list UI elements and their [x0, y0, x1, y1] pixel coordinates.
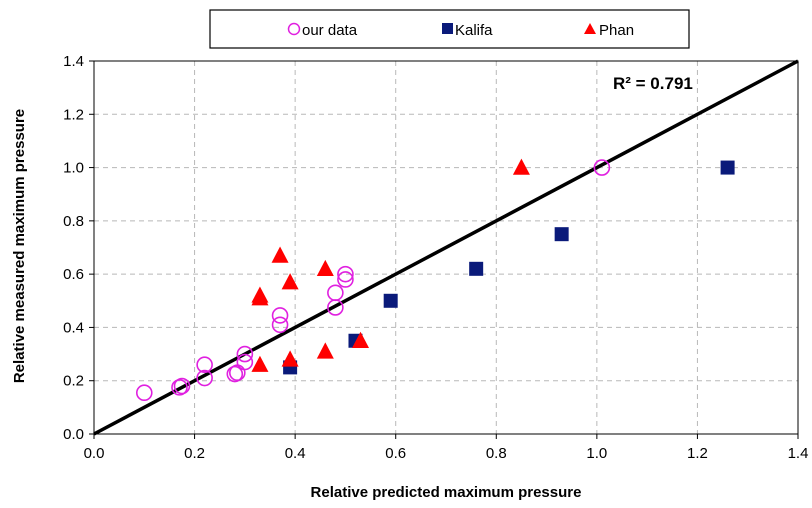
data-point-our-data	[271, 316, 289, 334]
y-axis-title: Relative measured maximum pressure	[11, 109, 28, 383]
data-point-phan	[316, 342, 334, 359]
data-point-our-data	[593, 159, 611, 176]
data-point-our-data	[171, 379, 188, 396]
legend-marker-phan	[584, 23, 596, 34]
data-point-our-data	[236, 353, 254, 371]
data-point-phan	[316, 259, 334, 277]
x-tick-label: 0.8	[486, 445, 507, 462]
data-point-our-data	[337, 265, 354, 283]
x-tick-label: 1.2	[687, 445, 708, 462]
legend-label-our-data: our data	[302, 22, 358, 39]
data-point-phan	[271, 246, 289, 263]
data-point-our-data	[327, 284, 344, 302]
fit-line	[93, 59, 799, 436]
data-point-phan	[251, 286, 269, 303]
legend-label-kalifa: Kalifa	[455, 22, 493, 39]
plot-area	[93, 60, 799, 435]
y-tick-label: 0.2	[63, 373, 84, 390]
data-point-kalifa	[469, 261, 484, 276]
legend-marker-kalifa	[442, 23, 453, 34]
legend-label-phan: Phan	[599, 22, 634, 39]
data-point-our-data	[173, 377, 191, 395]
legend: our data Kalifa Phan	[209, 9, 690, 49]
data-point-our-data	[271, 307, 289, 324]
data-point-our-data	[196, 356, 213, 374]
x-tick-label: 0.2	[184, 445, 205, 462]
trend-line	[93, 59, 799, 436]
data-point-phan	[352, 331, 370, 348]
x-tick-label: 1.0	[586, 445, 607, 462]
data-point-phan	[281, 350, 299, 367]
data-point-our-data	[337, 271, 354, 288]
data-point-our-data	[236, 345, 254, 363]
y-tick-label: 0.0	[63, 426, 84, 443]
legend-marker-our-data	[287, 22, 301, 36]
data-point-our-data	[135, 384, 153, 402]
axis-ticks: 0.0 0.2 0.4 0.6 0.8 1.0 1.2 1.4 0.0 0.2 0.4 0.6 0.8 1…	[63, 53, 808, 462]
y-tick-label: 0.6	[63, 266, 84, 283]
y-tick-label: 0.8	[63, 213, 84, 230]
y-tick-label: 1.2	[63, 106, 84, 123]
y-tick-label: 1.4	[63, 53, 84, 70]
data-point-kalifa	[383, 293, 398, 308]
x-tick-label: 0.4	[285, 445, 306, 462]
y-tick-label: 0.4	[63, 319, 84, 336]
data-point-our-data	[196, 369, 213, 387]
x-axis-title: Relative predicted maximum pressure	[311, 484, 582, 501]
y-tick-label: 1.0	[63, 160, 84, 177]
x-tick-label: 0.6	[385, 445, 406, 462]
data-point-kalifa	[554, 227, 569, 242]
x-tick-label: 1.4	[788, 445, 809, 462]
x-tick-label: 0.0	[84, 445, 105, 462]
r-squared-annotation: R² = 0.791	[613, 74, 693, 93]
data-point-kalifa	[720, 160, 735, 175]
data-point-phan	[512, 158, 530, 175]
data-point-phan	[251, 355, 269, 372]
data-points	[135, 158, 735, 402]
data-point-phan	[281, 273, 299, 290]
data-point-our-data	[226, 365, 244, 383]
